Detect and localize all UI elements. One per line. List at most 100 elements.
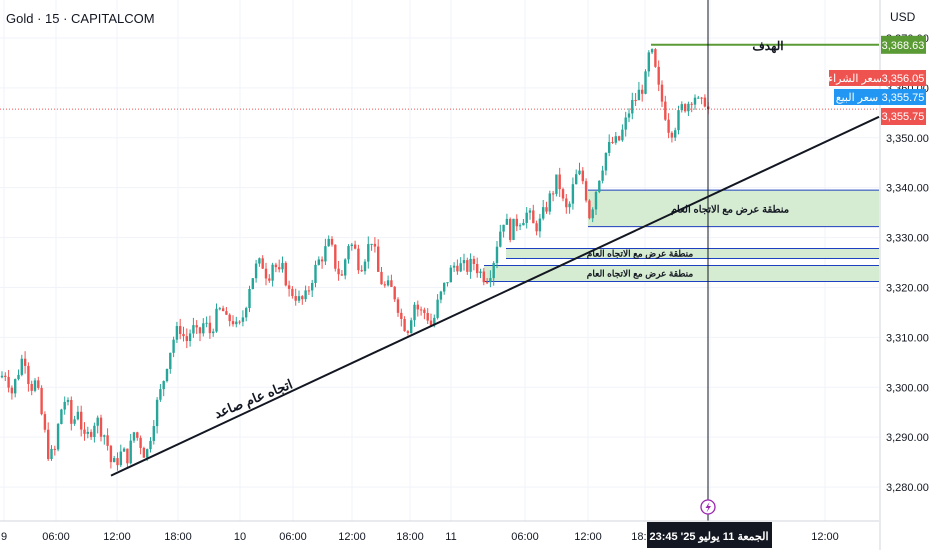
time-tick-label: 12:00: [811, 531, 839, 543]
candle-body: [383, 284, 386, 286]
target-price-value: 3,368.63: [882, 40, 925, 52]
candle-body: [63, 401, 66, 410]
candle-body: [693, 97, 697, 105]
price-axis: 3,280.00 3,290.00 3,300.00 3,310.00 3,320.00…: [828, 0, 929, 550]
candle-body: [393, 286, 396, 300]
candle-body: [647, 52, 650, 72]
candle-body: [542, 207, 545, 219]
candle-body: [492, 263, 495, 279]
candle-body: [231, 321, 235, 325]
ask-label: سعر البيع: [836, 92, 879, 104]
candle-body: [225, 311, 228, 315]
candle-body: [93, 425, 96, 438]
candle-body: [17, 374, 20, 380]
candle-body: [60, 409, 63, 425]
candle-body: [459, 263, 462, 272]
candle-body: [621, 129, 624, 141]
candle-body: [76, 411, 80, 420]
candle-body: [509, 218, 512, 240]
time-tick-label: 06:00: [42, 531, 70, 543]
candle-body: [33, 380, 37, 391]
candle-body: [700, 97, 703, 99]
candle-body: [159, 389, 162, 400]
candle-body: [146, 449, 149, 458]
candle-body: [423, 309, 426, 313]
candle-body: [96, 417, 99, 426]
price-tick-label: 3,300.00: [886, 382, 929, 394]
candle-body: [410, 320, 413, 334]
candle-body: [188, 333, 192, 342]
candle-body: [512, 218, 515, 240]
candle-body: [208, 322, 212, 334]
candle-body: [86, 431, 89, 434]
candle-body: [43, 414, 47, 430]
candle-body: [175, 326, 179, 340]
candle-body: [334, 244, 337, 269]
supply-zone: [588, 190, 879, 227]
candle-body: [604, 152, 608, 171]
candle-body: [284, 262, 287, 286]
candle-body: [538, 218, 542, 232]
candle-body: [73, 419, 76, 424]
candle-body: [83, 429, 86, 434]
candle-body: [307, 290, 311, 292]
candle-body: [489, 278, 492, 283]
candle-body: [70, 399, 73, 424]
candle-body: [344, 259, 347, 276]
candle-body: [142, 447, 146, 458]
candle-body: [429, 320, 433, 326]
candle-body: [218, 308, 221, 310]
candle-body: [561, 189, 565, 199]
candle-body: [697, 97, 700, 99]
candle-body: [522, 222, 525, 226]
candle-body: [268, 278, 271, 281]
ask-price-value: 3,355.75: [882, 92, 925, 104]
candle-body: [594, 191, 598, 210]
candle-body: [179, 326, 182, 334]
candle-body: [462, 260, 466, 264]
candle-body: [212, 331, 215, 334]
lightning-icon: [705, 502, 711, 513]
candle-body: [479, 271, 482, 274]
candle-body: [251, 278, 254, 289]
candle-body: [419, 309, 423, 311]
candle-body: [360, 270, 363, 272]
ask-label-tag: [834, 89, 881, 105]
candle-body: [152, 426, 155, 441]
candle-body: [545, 207, 548, 212]
chart-title: Gold · 15 · CAPITALCOM: [6, 11, 155, 26]
candle-body: [228, 314, 231, 322]
time-tick-label: 12:00: [103, 531, 131, 543]
candle-body: [608, 141, 611, 153]
candle-body: [27, 365, 30, 385]
supply-zone: [506, 248, 879, 259]
candle-body: [386, 280, 390, 286]
candle-body: [446, 282, 449, 284]
candle-body: [634, 99, 637, 101]
candle-body: [370, 243, 373, 245]
candle-body: [281, 262, 284, 270]
candle-body: [601, 170, 604, 181]
candle-body: [4, 375, 7, 377]
supply-zone-label: منطقة عرض مع الاتجاه العام: [587, 249, 694, 260]
candle-body: [182, 333, 185, 337]
time-tick-label: 12:00: [574, 531, 602, 543]
candle-body: [274, 264, 278, 268]
candle-body: [66, 399, 70, 402]
candle-body: [499, 231, 502, 247]
candle-body: [535, 223, 538, 232]
candle-body: [644, 71, 647, 94]
candle-body: [641, 89, 644, 94]
candle-body: [406, 331, 410, 334]
candle-body: [456, 265, 459, 272]
candle-body: [327, 238, 330, 247]
bid-label-tag: [829, 70, 881, 86]
candle-body: [690, 103, 693, 105]
currency-label: USD: [890, 10, 916, 24]
candle-body: [324, 246, 327, 262]
candle-body: [198, 327, 202, 334]
candle-body: [301, 296, 304, 300]
crosshair-time-label: الجمعة 11 يوليو 25' 23:45: [649, 531, 768, 543]
candle-body: [687, 103, 690, 112]
